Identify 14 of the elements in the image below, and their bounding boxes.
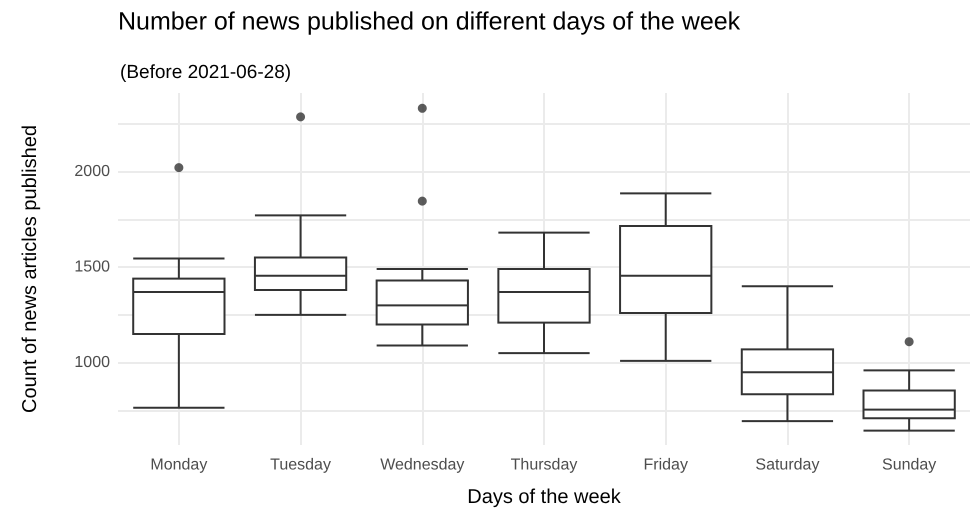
y-tick-label: 1500 (74, 258, 110, 276)
y-tick-label: 2000 (74, 162, 110, 180)
y-axis-title: Count of news articles published (19, 125, 41, 413)
x-tick-label: Saturday (755, 456, 820, 474)
x-tick-label: Sunday (882, 456, 936, 474)
chart-title: Number of news published on different days of the week (118, 8, 741, 36)
x-tick-label: Friday (643, 456, 688, 474)
x-axis-title: Days of the week (467, 486, 622, 508)
chart-subtitle: (Before 2021-06-28) (120, 62, 292, 83)
x-tick-label: Tuesday (270, 456, 331, 474)
x-tick-label: Thursday (510, 456, 578, 474)
x-tick-label: Monday (150, 456, 208, 474)
x-tick-label: Wednesday (380, 456, 464, 474)
y-tick-label: 1000 (74, 354, 110, 372)
